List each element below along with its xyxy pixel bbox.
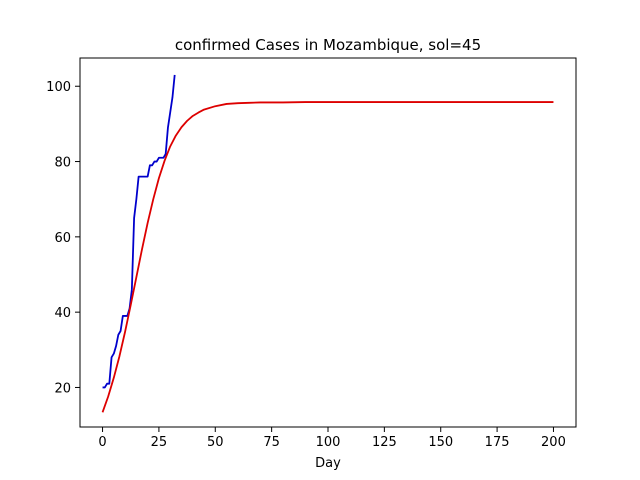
y-tick-label: 60 bbox=[54, 231, 71, 246]
plot-area bbox=[79, 57, 577, 428]
x-tick-label: 25 bbox=[151, 435, 168, 450]
y-axis: 20 40 60 80 100 bbox=[46, 80, 80, 396]
x-tick-label: 150 bbox=[428, 435, 453, 450]
x-tick-label: 100 bbox=[316, 435, 341, 450]
plot-frame bbox=[79, 57, 577, 428]
x-tick-label: 125 bbox=[372, 435, 397, 450]
series-line-1 bbox=[102, 74, 176, 389]
x-axis-label: Day bbox=[315, 456, 341, 471]
y-tick-label: 40 bbox=[54, 306, 71, 321]
x-tick-label: 175 bbox=[485, 435, 510, 450]
x-tick-label: 75 bbox=[263, 435, 280, 450]
y-tick-label: 20 bbox=[54, 381, 71, 396]
x-tick-label: 200 bbox=[541, 435, 566, 450]
x-tick-label: 0 bbox=[98, 435, 106, 450]
chart-title: confirmed Cases in Mozambique, sol=45 bbox=[175, 36, 481, 54]
series-line-2 bbox=[101, 101, 554, 413]
x-tick-label: 50 bbox=[207, 435, 224, 450]
x-axis: 0 25 50 75 100 125 150 175 200 bbox=[98, 427, 566, 450]
y-tick-label: 100 bbox=[46, 80, 71, 95]
y-tick-label: 80 bbox=[54, 156, 71, 171]
